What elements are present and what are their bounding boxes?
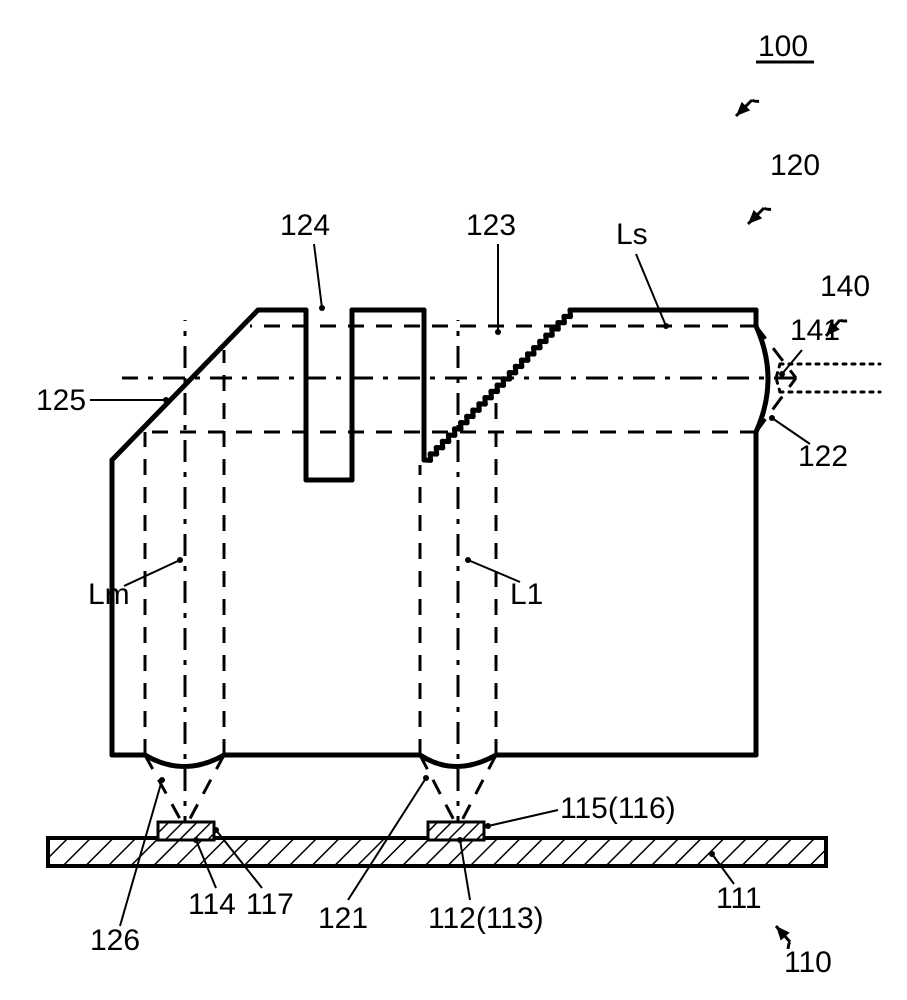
label-120: 120 — [748, 149, 820, 224]
label-115-text: 115(116) — [560, 792, 676, 825]
label-124: 124 — [280, 209, 330, 311]
patent-figure: 100 120 124 123 Ls 140 141 122 125 Lm L1 115(116) 11… — [36, 30, 880, 979]
label-100-text: 100 — [758, 30, 808, 63]
label-126-text: 126 — [90, 924, 140, 957]
label-100: 100 — [736, 30, 814, 116]
label-141-text: 141 — [790, 314, 840, 347]
label-124-text: 124 — [280, 209, 330, 242]
label-114-text: 114 — [188, 888, 236, 921]
label-110: 110 — [776, 926, 832, 979]
label-115: 115(116) — [485, 792, 676, 829]
substrate-111 — [48, 838, 826, 866]
label-110-text: 110 — [784, 946, 832, 979]
label-125: 125 — [36, 384, 169, 417]
label-123-text: 123 — [466, 209, 516, 242]
label-Lm-text: Lm — [88, 578, 130, 611]
label-117-text: 117 — [246, 888, 294, 921]
chip-112 — [428, 822, 484, 840]
label-122-text: 122 — [798, 440, 848, 473]
label-123: 123 — [466, 209, 516, 335]
label-112-text: 112(113) — [428, 902, 544, 935]
label-122: 122 — [769, 415, 848, 473]
label-Ls-text: Ls — [616, 218, 648, 251]
label-L1-text: L1 — [510, 578, 543, 611]
label-141: 141 — [779, 314, 840, 377]
chip-117 — [158, 822, 214, 840]
label-111-text: 111 — [716, 882, 762, 915]
label-121-text: 121 — [318, 902, 368, 935]
label-120-text: 120 — [770, 149, 820, 182]
label-Lm: Lm — [88, 557, 183, 611]
label-L1: L1 — [465, 557, 543, 611]
label-140-text: 140 — [820, 270, 870, 303]
label-125-text: 125 — [36, 384, 86, 417]
